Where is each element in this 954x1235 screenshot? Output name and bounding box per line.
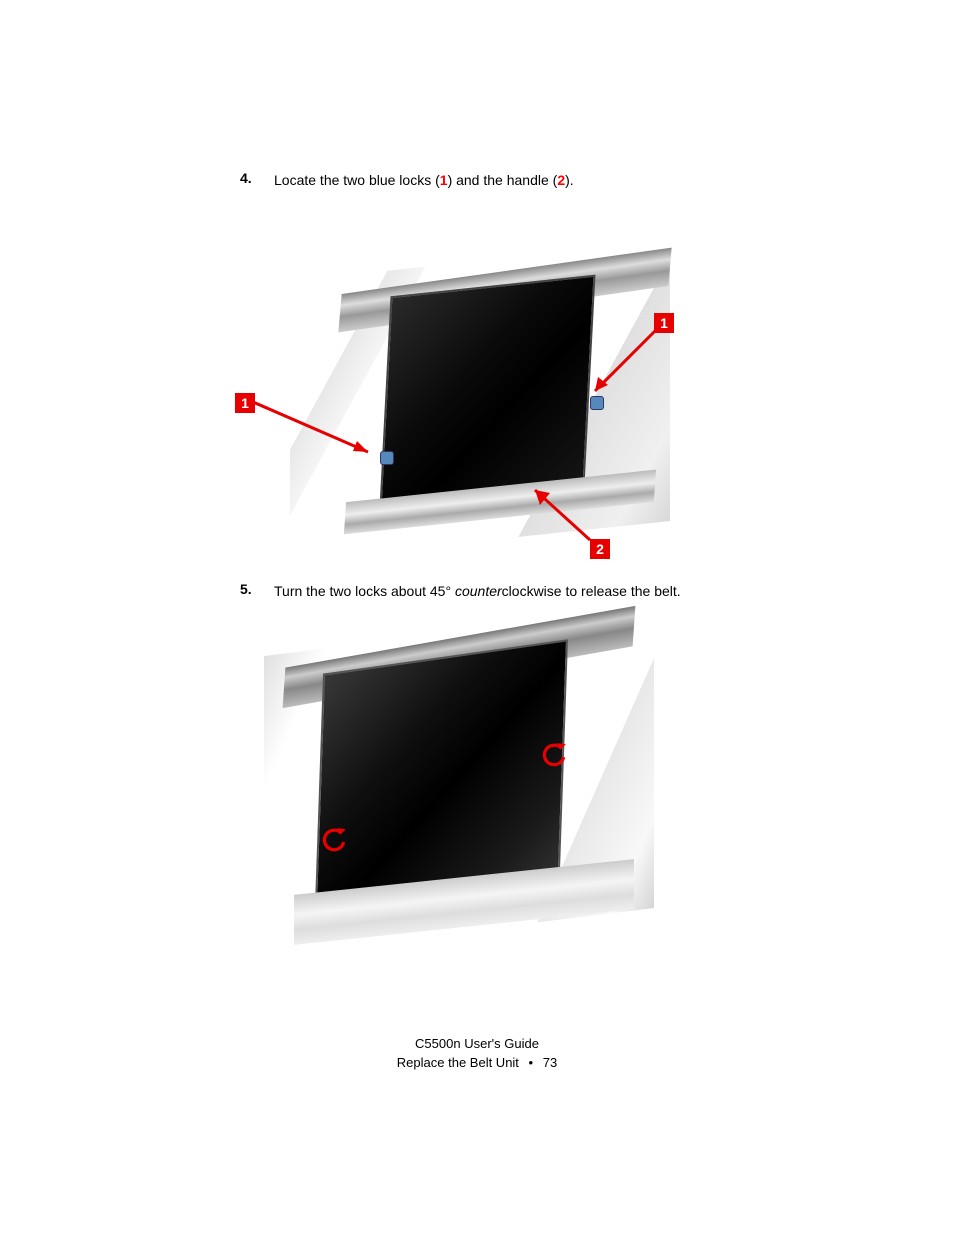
page-content: 4. Locate the two blue locks (1) and the…	[240, 170, 740, 972]
figure-2	[264, 632, 654, 932]
arrow-1-right	[590, 331, 660, 401]
arrow-2	[530, 485, 600, 545]
footer-page: 73	[543, 1055, 557, 1070]
page-footer: C5500n User's Guide Replace the Belt Uni…	[0, 1036, 954, 1070]
rotate-arrow-left	[322, 827, 348, 853]
step4-ref2: 2	[557, 172, 565, 188]
step4-post: ).	[565, 172, 574, 188]
footer-guide-title: C5500n User's Guide	[0, 1036, 954, 1051]
rotate-arrow-right	[542, 742, 568, 768]
step5-pre: Turn the two locks about 45°	[274, 583, 455, 599]
step-4-text: Locate the two blue locks (1) and the ha…	[274, 170, 574, 191]
step4-mid: ) and the handle (	[448, 172, 558, 188]
step5-post: clockwise to release the belt.	[502, 583, 681, 599]
figure1-belt	[379, 275, 595, 508]
figure-1: 1 1 2	[230, 221, 690, 541]
arrow-1-left	[253, 402, 383, 462]
step-5-text: Turn the two locks about 45° countercloc…	[274, 581, 681, 602]
footer-bullet: •	[529, 1055, 534, 1070]
step5-italic: counter	[455, 583, 502, 599]
step-5: 5. Turn the two locks about 45° counterc…	[240, 581, 740, 602]
step4-pre: Locate the two blue locks (	[274, 172, 440, 188]
footer-section-line: Replace the Belt Unit • 73	[0, 1055, 954, 1070]
figure1-printer	[290, 261, 670, 541]
callout-1-left: 1	[235, 393, 255, 413]
footer-section: Replace the Belt Unit	[397, 1055, 519, 1070]
step-number-5: 5.	[240, 581, 274, 602]
step-number-4: 4.	[240, 170, 274, 191]
step-4: 4. Locate the two blue locks (1) and the…	[240, 170, 740, 191]
figure2-belt	[315, 639, 568, 905]
callout-1-right: 1	[654, 313, 674, 333]
step4-ref1: 1	[440, 172, 448, 188]
